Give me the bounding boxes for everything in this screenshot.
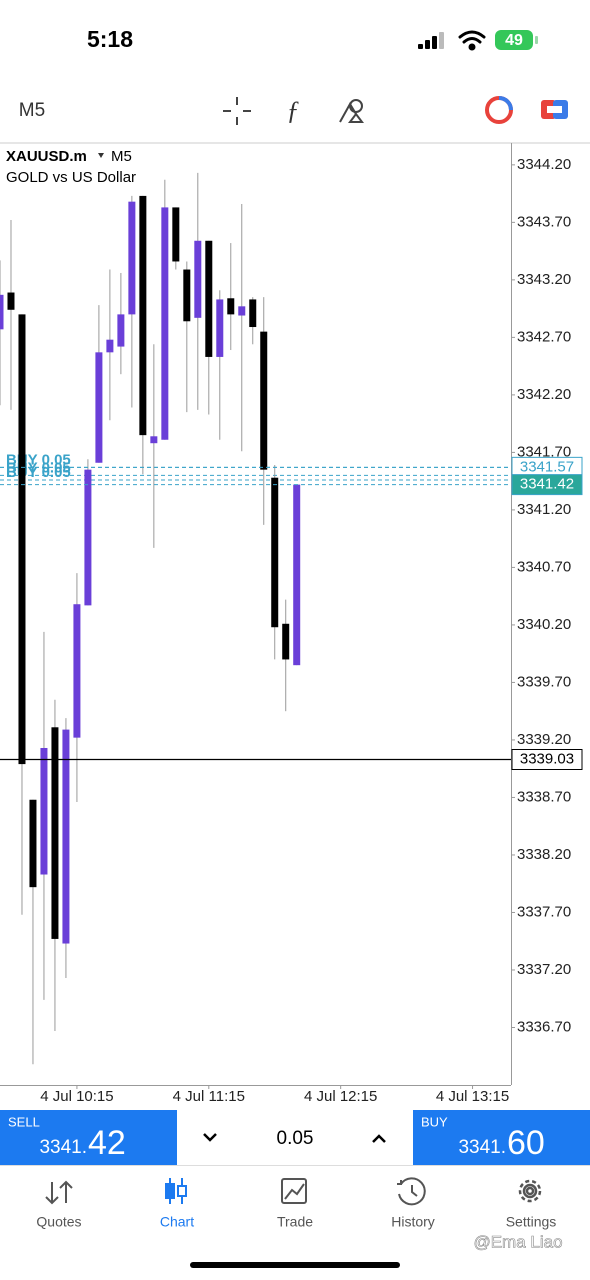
crosshair-button[interactable] <box>223 97 251 125</box>
y-tick-label: 3344.20 <box>517 156 571 173</box>
account-button[interactable] <box>485 96 513 124</box>
candle-body <box>194 240 202 318</box>
wifi-icon <box>458 30 486 51</box>
candle-body <box>139 195 147 436</box>
candle-body <box>183 269 191 322</box>
y-tick-label: 3341.70 <box>517 443 571 460</box>
candle-body <box>238 306 246 316</box>
tab-label[interactable]: Quotes <box>36 1214 81 1230</box>
candle-body <box>29 799 37 888</box>
candle-body <box>40 747 48 875</box>
lot-decrease[interactable] <box>203 1133 217 1142</box>
candle-body <box>293 484 301 666</box>
candle-body <box>271 477 279 628</box>
sell-button[interactable] <box>0 1110 177 1165</box>
tab-label[interactable]: History <box>391 1214 435 1230</box>
candle-body <box>95 352 103 463</box>
candle-body <box>172 207 180 262</box>
x-tick-label: 4 Jul 12:15 <box>304 1088 377 1105</box>
battery <box>495 30 533 50</box>
buy-price-big: 60 <box>507 1124 545 1162</box>
tab-label[interactable]: Settings <box>506 1214 557 1230</box>
y-tick-label: 3338.20 <box>517 846 571 863</box>
symbol: XAUUSD.m <box>6 148 87 165</box>
y-tick-label: 3338.70 <box>517 788 571 805</box>
buy-button[interactable] <box>413 1110 590 1165</box>
candle-body <box>62 729 70 944</box>
signal-icon <box>418 32 444 49</box>
y-tick-label: 3342.20 <box>517 386 571 403</box>
candle-body <box>150 436 158 444</box>
x-tick-label: 4 Jul 13:15 <box>436 1088 509 1105</box>
y-tick-label: 3337.70 <box>517 903 571 920</box>
symbol-description: GOLD vs US Dollar <box>6 169 136 186</box>
price-label: 3341.57 <box>520 458 574 475</box>
buy-price-small: 3341. <box>458 1137 506 1158</box>
bid-label: 3339.03 <box>520 750 574 767</box>
candle-body <box>227 298 235 315</box>
candle-body <box>117 314 125 347</box>
chart-timeframe: M5 <box>111 148 132 165</box>
candle-body <box>73 604 81 738</box>
candle-body <box>0 294 4 330</box>
candle-body <box>51 727 59 939</box>
home-indicator <box>190 1262 400 1268</box>
price-label-box <box>511 474 583 496</box>
quotes-icon <box>45 1180 73 1205</box>
y-tick-label: 3343.70 <box>517 213 571 230</box>
candle-body <box>260 331 268 470</box>
y-tick-label: 3340.70 <box>517 558 571 575</box>
y-tick-label: 3339.20 <box>517 731 571 748</box>
trade-button[interactable] <box>541 100 568 119</box>
lot-increase[interactable] <box>372 1134 386 1143</box>
y-tick-label: 3342.70 <box>517 328 571 345</box>
y-tick-label: 3339.70 <box>517 673 571 690</box>
battery-tip <box>535 36 538 44</box>
candle-body <box>7 292 15 310</box>
candle-body <box>161 207 169 440</box>
x-tick-label: 4 Jul 11:15 <box>173 1088 245 1105</box>
order-label: BUY 0.05 <box>6 464 71 481</box>
watermark: @Ema Liao <box>473 1232 562 1251</box>
buy-label: BUY <box>421 1114 448 1129</box>
clock: 5:18 <box>87 26 133 52</box>
settings-icon <box>518 1179 542 1203</box>
tab-bar: Quotes Chart Trade History Settings <box>36 1214 556 1230</box>
candle-body <box>205 240 213 357</box>
tab-label[interactable]: Chart <box>160 1214 194 1230</box>
tab-label[interactable]: Trade <box>277 1214 313 1230</box>
indicators-button[interactable]: ƒ <box>287 96 300 125</box>
objects-button[interactable] <box>339 99 364 123</box>
history-icon <box>397 1177 426 1206</box>
battery-level: 49 <box>505 32 523 49</box>
sell-label: SELL <box>8 1114 40 1129</box>
symbol-menu[interactable] <box>98 153 104 158</box>
candle-body <box>249 299 257 328</box>
price-label: 3341.42 <box>520 476 574 493</box>
timeframe-button[interactable]: M5 <box>19 100 45 121</box>
candle-body <box>128 201 136 315</box>
y-tick-label: 3343.20 <box>517 271 571 288</box>
candle-body <box>106 339 114 353</box>
sell-price-big: 42 <box>88 1124 126 1162</box>
sell-price-small: 3341. <box>39 1137 87 1158</box>
y-tick-label: 3341.20 <box>517 501 571 518</box>
y-tick-label: 3336.70 <box>517 1018 571 1035</box>
trade-icon <box>281 1178 307 1204</box>
y-tick-label: 3337.20 <box>517 961 571 978</box>
candle-body <box>18 314 26 765</box>
candle-body <box>84 469 92 606</box>
x-tick-label: 4 Jul 10:15 <box>40 1088 113 1105</box>
plot-area: 3344.20 3343.70 3343.20 3342.70 3342.20 3341.… <box>0 156 583 1105</box>
chart-icon <box>165 1178 187 1204</box>
lot-size[interactable]: 0.05 <box>277 1128 314 1149</box>
y-tick-label: 3340.20 <box>517 616 571 633</box>
candle-body <box>216 299 224 357</box>
bid-label-box <box>511 748 583 770</box>
candle-body <box>282 623 290 660</box>
